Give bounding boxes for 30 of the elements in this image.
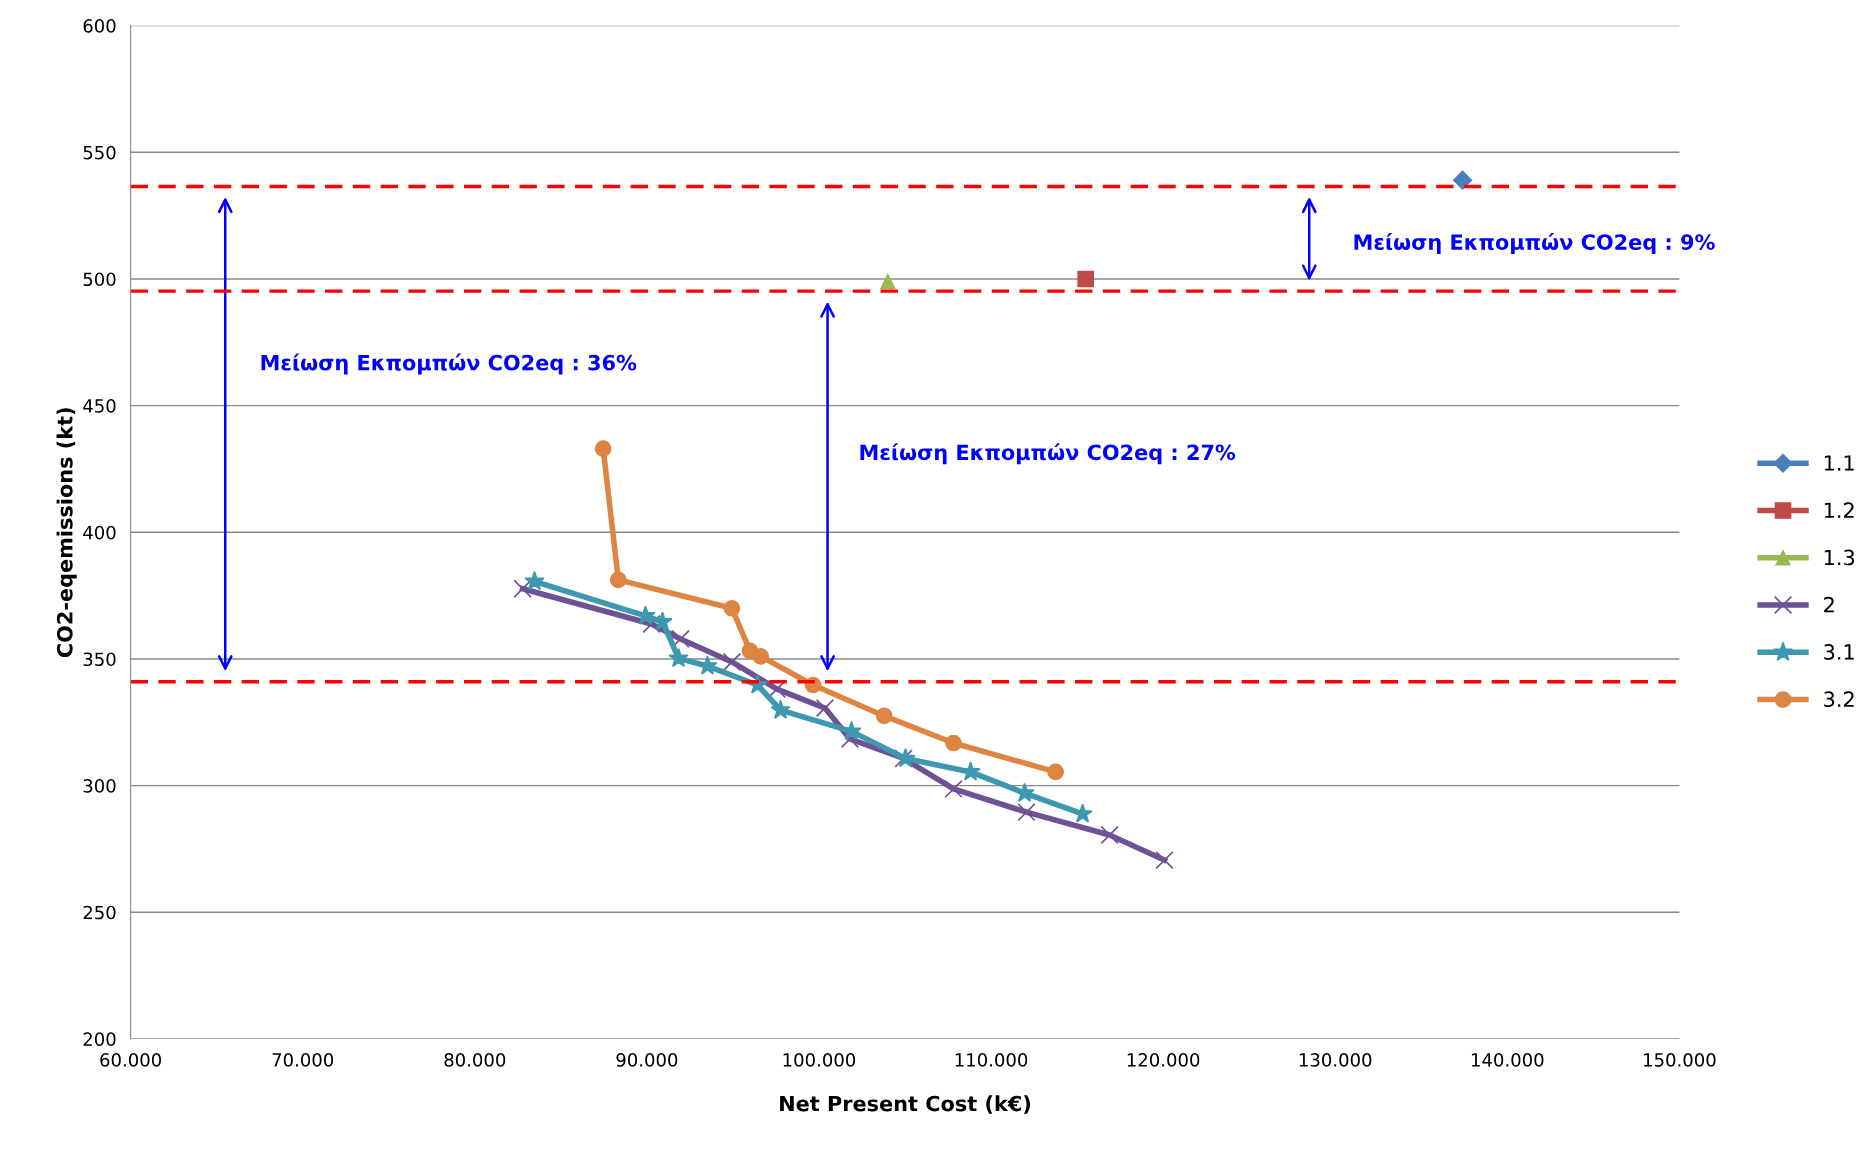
y-tick-label: 400: [83, 525, 116, 540]
legend-label: 3.2: [1824, 691, 1854, 708]
x-tick-label: 120.000: [1127, 1053, 1200, 1067]
legend-label: 1.2: [1824, 502, 1854, 518]
y-tick-label: 600: [83, 19, 116, 33]
x-tick-label: 90.000: [616, 1053, 678, 1067]
y-axis-title: CO2-eqemissions (kt): [56, 408, 77, 658]
y-tick-label: 250: [83, 905, 116, 920]
y-tick-label: 500: [83, 272, 116, 287]
annotation: Μείωση Εκπομπών CO2eq : 27%: [860, 443, 1236, 465]
legend-label: 1.3: [1824, 549, 1855, 566]
y-tick-label: 300: [83, 779, 116, 793]
x-axis-title: Net Present Cost (k€): [780, 1095, 1031, 1114]
x-tick-label: 80.000: [444, 1053, 506, 1067]
x-tick-label: 130.000: [1299, 1053, 1372, 1067]
legend-label: 3.1: [1824, 644, 1854, 660]
legend-label: 1.1: [1824, 455, 1854, 471]
x-tick-label: 60.000: [100, 1053, 162, 1067]
x-tick-label: 110.000: [955, 1053, 1028, 1067]
x-tick-label: 150.000: [1644, 1053, 1716, 1067]
x-tick-label: 140.000: [1471, 1053, 1544, 1067]
legend-label: 2: [1824, 596, 1834, 613]
x-tick-label: 100.000: [783, 1053, 856, 1067]
y-tick-label: 200: [83, 1032, 116, 1047]
y-tick-label: 450: [83, 399, 116, 413]
y-tick-label: 350: [83, 652, 116, 667]
annotation: Μείωση Εκπομπών CO2eq : 36%: [261, 353, 637, 375]
x-tick-label: 70.000: [272, 1053, 334, 1067]
annotation: Μείωση Εκπομπών CO2eq : 9%: [1354, 232, 1715, 255]
y-tick-label: 550: [83, 145, 116, 160]
